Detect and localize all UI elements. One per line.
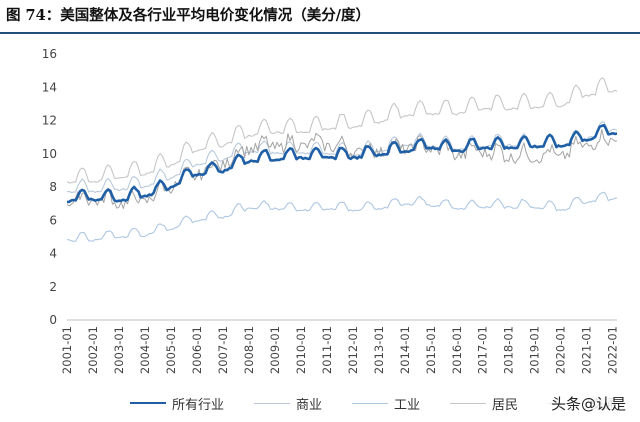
series-line-工业 xyxy=(66,191,618,242)
title-divider xyxy=(0,32,640,34)
series-line-所有行业 xyxy=(66,123,618,204)
y-tick-label: 6 xyxy=(49,213,57,227)
x-tick-label: 2002-01 xyxy=(86,326,100,374)
y-tick-label: 0 xyxy=(49,313,57,327)
series-line-交通 xyxy=(66,129,618,209)
x-tick-label: 2018-01 xyxy=(502,326,516,374)
x-tick-label: 2019-01 xyxy=(528,326,542,374)
x-tick-label: 2008-01 xyxy=(242,326,256,374)
x-tick-label: 2003-01 xyxy=(112,326,126,374)
chart-legend: 所有行业商业工业居民交通 xyxy=(130,392,616,414)
legend-swatch xyxy=(450,402,487,404)
series-line-商业 xyxy=(66,121,618,193)
legend-label: 工业 xyxy=(394,397,421,413)
x-tick-label: 2012-01 xyxy=(346,326,360,374)
legend-item: 所有行业 xyxy=(130,394,224,413)
y-tick-label: 10 xyxy=(42,147,57,161)
chart-title: 图 74：美国整体及各行业平均电价变化情况（美分/度） xyxy=(6,7,371,24)
x-tick-label: 2014-01 xyxy=(398,326,412,374)
watermark: 头条@认是 xyxy=(546,391,630,416)
y-tick-label: 2 xyxy=(49,280,57,294)
series-line-居民 xyxy=(66,77,618,184)
legend-label: 商业 xyxy=(296,397,323,413)
legend-item: 商业 xyxy=(254,394,322,413)
legend-item: 工业 xyxy=(352,394,420,413)
legend-swatch xyxy=(352,402,389,404)
x-tick-label: 2015-01 xyxy=(424,326,438,374)
x-tick-label: 2006-01 xyxy=(190,326,204,374)
legend-swatch xyxy=(130,402,166,404)
x-tick-label: 2021-01 xyxy=(580,326,594,374)
y-tick-label: 14 xyxy=(42,80,57,94)
y-tick-label: 8 xyxy=(49,180,57,194)
x-tick-label: 2017-01 xyxy=(476,326,490,374)
y-tick-label: 16 xyxy=(42,47,57,61)
y-tick-label: 12 xyxy=(42,114,57,128)
x-tick-label: 2007-01 xyxy=(216,326,230,374)
x-tick-label: 2016-01 xyxy=(450,326,464,374)
x-tick-label: 2020-01 xyxy=(554,326,568,374)
x-tick-label: 2022-01 xyxy=(606,326,620,374)
x-tick-label: 2004-01 xyxy=(138,326,152,374)
x-tick-label: 2011-01 xyxy=(320,326,334,374)
x-tick-label: 2010-01 xyxy=(294,326,308,374)
x-tick-label: 2013-01 xyxy=(372,326,386,374)
legend-item: 居民 xyxy=(450,394,518,413)
legend-swatch xyxy=(254,402,291,404)
x-tick-label: 2005-01 xyxy=(164,326,178,374)
legend-label: 所有行业 xyxy=(172,397,225,413)
x-tick-label: 2001-01 xyxy=(60,326,74,374)
legend-label: 居民 xyxy=(492,397,519,413)
x-tick-label: 2009-01 xyxy=(268,326,282,374)
y-tick-label: 4 xyxy=(49,247,57,261)
